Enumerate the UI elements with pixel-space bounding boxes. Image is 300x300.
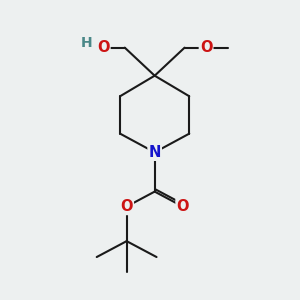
Text: H: H <box>81 36 92 50</box>
Text: O: O <box>120 199 133 214</box>
Text: N: N <box>148 145 161 160</box>
Text: O: O <box>176 199 189 214</box>
Text: O: O <box>200 40 212 55</box>
Text: O: O <box>97 40 110 55</box>
